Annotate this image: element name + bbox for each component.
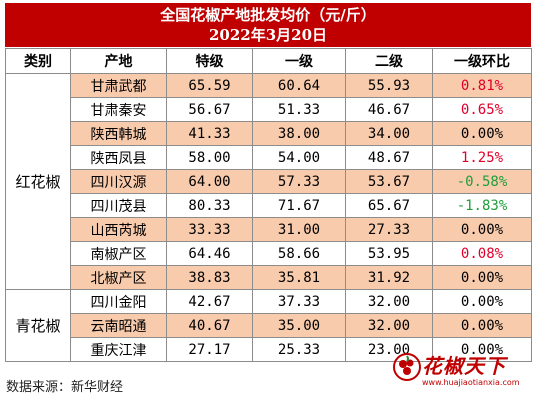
grade1-cell: 35.00	[252, 313, 346, 338]
table-row: 四川茂县 80.33 71.67 65.67 -1.83%	[6, 193, 532, 218]
table-row: 陕西韩城 41.33 38.00 34.00 0.00%	[6, 121, 532, 146]
special-grade-cell: 41.33	[166, 121, 253, 146]
change-cell: 0.00%	[432, 265, 532, 290]
watermark-title: 花椒天下	[422, 354, 506, 378]
origin-cell: 四川茂县	[70, 193, 167, 218]
table-row: 甘肃秦安 56.67 51.33 46.67 0.65%	[6, 97, 532, 122]
change-cell: 0.08%	[432, 241, 532, 266]
col-header-grade2: 二级	[345, 48, 433, 74]
col-header-origin: 产地	[70, 48, 167, 74]
origin-cell: 甘肃武都	[70, 73, 167, 98]
table-date: 2022年3月20日	[208, 26, 328, 44]
grade1-cell: 71.67	[252, 193, 346, 218]
grade2-cell: 48.67	[345, 145, 433, 170]
table-row: 北椒产区 38.83 35.81 31.92 0.00%	[6, 265, 532, 290]
change-cell: -1.83%	[432, 193, 532, 218]
grade2-cell: 27.33	[345, 217, 433, 242]
category-cell: 青花椒	[5, 289, 71, 362]
special-grade-cell: 80.33	[166, 193, 253, 218]
table-header-row: 类别 产地 特级 一级 二级 一级环比	[5, 48, 532, 74]
watermark: 花椒天下 www.huajiaotianxia.com	[392, 350, 532, 396]
special-grade-cell: 64.46	[166, 241, 253, 266]
grade1-cell: 58.66	[252, 241, 346, 266]
special-grade-cell: 33.33	[166, 217, 253, 242]
grade2-cell: 46.67	[345, 97, 433, 122]
table-row: 重庆江津 27.17 25.33 23.00 0.00%	[6, 337, 532, 362]
change-cell: 0.00%	[432, 313, 532, 338]
change-cell: 0.65%	[432, 97, 532, 122]
grade1-cell: 31.00	[252, 217, 346, 242]
grade2-cell: 32.00	[345, 289, 433, 314]
origin-cell: 陕西韩城	[70, 121, 167, 146]
origin-cell: 陕西凤县	[70, 145, 167, 170]
watermark-url: www.huajiaotianxia.com	[422, 378, 520, 387]
grade1-cell: 54.00	[252, 145, 346, 170]
pepper-logo-icon	[393, 353, 421, 381]
change-cell: 0.00%	[432, 217, 532, 242]
table-row: 山西芮城 33.33 31.00 27.33 0.00%	[6, 217, 532, 242]
origin-cell: 山西芮城	[70, 217, 167, 242]
origin-cell: 北椒产区	[70, 265, 167, 290]
change-cell: 0.00%	[432, 289, 532, 314]
grade1-cell: 38.00	[252, 121, 346, 146]
grade1-cell: 25.33	[252, 337, 346, 362]
price-table: 类别 产地 特级 一级 二级 一级环比 红花椒 甘肃武都 65.59 60.64 55.…	[5, 48, 532, 362]
col-header-grade1: 一级	[252, 48, 346, 74]
special-grade-cell: 65.59	[166, 73, 253, 98]
change-cell: -0.58%	[432, 169, 532, 194]
col-header-category: 类别	[5, 48, 71, 74]
grade1-cell: 51.33	[252, 97, 346, 122]
special-grade-cell: 56.67	[166, 97, 253, 122]
table-row: 南椒产区 64.46 58.66 53.95 0.08%	[6, 241, 532, 266]
table-body: 红花椒 甘肃武都 65.59 60.64 55.93 0.81% 甘肃秦安 56.67 51.3…	[5, 73, 532, 362]
grade2-cell: 53.95	[345, 241, 433, 266]
category-cell: 红花椒	[5, 73, 71, 290]
data-source-note: 数据来源：新华财经	[6, 380, 124, 395]
table-row: 四川汉源 64.00 57.33 53.67 -0.58%	[6, 169, 532, 194]
table-row: 陕西凤县 58.00 54.00 48.67 1.25%	[6, 145, 532, 170]
change-cell: 0.00%	[432, 121, 532, 146]
origin-cell: 云南昭通	[70, 313, 167, 338]
grade2-cell: 31.92	[345, 265, 433, 290]
table-title: 全国花椒产地批发均价（元/斤）	[160, 6, 376, 24]
grade2-cell: 23.00	[345, 337, 433, 362]
special-grade-cell: 42.67	[166, 289, 253, 314]
grade2-cell: 55.93	[345, 73, 433, 98]
special-grade-cell: 40.67	[166, 313, 253, 338]
table-row: 云南昭通 40.67 35.00 32.00 0.00%	[6, 313, 532, 338]
origin-cell: 重庆江津	[70, 337, 167, 362]
col-header-change: 一级环比	[432, 48, 532, 74]
table-title-banner: 全国花椒产地批发均价（元/斤） 2022年3月20日	[5, 3, 531, 47]
special-grade-cell: 58.00	[166, 145, 253, 170]
grade2-cell: 65.67	[345, 193, 433, 218]
grade2-cell: 32.00	[345, 313, 433, 338]
special-grade-cell: 27.17	[166, 337, 253, 362]
change-cell: 1.25%	[432, 145, 532, 170]
grade1-cell: 35.81	[252, 265, 346, 290]
special-grade-cell: 38.83	[166, 265, 253, 290]
table-row: 红花椒 甘肃武都 65.59 60.64 55.93 0.81%	[5, 73, 532, 290]
change-cell: 0.81%	[432, 73, 532, 98]
grade1-cell: 37.33	[252, 289, 346, 314]
grade2-cell: 53.67	[345, 169, 433, 194]
table-row: 青花椒 四川金阳 42.67 37.33 32.00 0.00%	[5, 289, 532, 362]
grade2-cell: 34.00	[345, 121, 433, 146]
col-header-special: 特级	[166, 48, 253, 74]
grade1-cell: 60.64	[252, 73, 346, 98]
special-grade-cell: 64.00	[166, 169, 253, 194]
change-cell: 0.00%	[432, 337, 532, 362]
grade1-cell: 57.33	[252, 169, 346, 194]
origin-cell: 四川汉源	[70, 169, 167, 194]
origin-cell: 甘肃秦安	[70, 97, 167, 122]
origin-cell: 四川金阳	[70, 289, 167, 314]
origin-cell: 南椒产区	[70, 241, 167, 266]
